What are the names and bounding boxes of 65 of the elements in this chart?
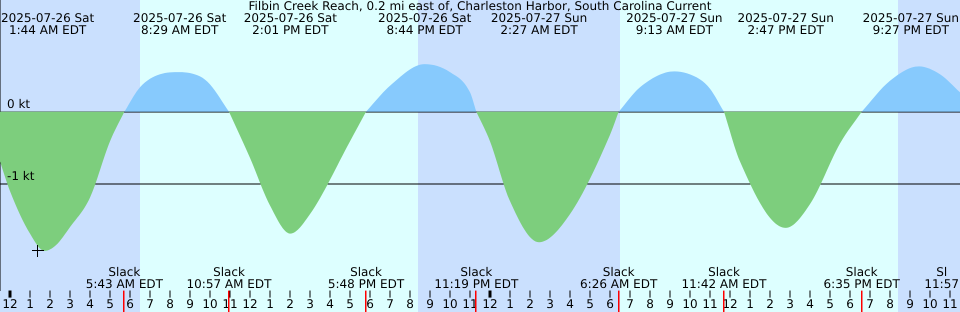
chart-title: Filbin Creek Reach, 0.2 mi east of, Charleston Harbor, South Carolina Current	[248, 0, 712, 14]
x-tick-label: 8	[406, 296, 414, 311]
x-tick-label: 5	[106, 296, 114, 311]
x-tick-label: 3	[546, 296, 554, 311]
x-tick-label: 10	[442, 296, 458, 311]
x-tick-label: 8	[886, 296, 894, 311]
ref-line-label: Slack 6:35 PM EDT	[824, 265, 900, 292]
x-tick-label: 5	[346, 296, 354, 311]
x-tick-label: 4	[806, 296, 814, 311]
ref-line-label: Slack 11:42 AM EDT	[682, 265, 768, 292]
x-tick-label: 6	[846, 296, 854, 311]
x-tick-label: 9	[666, 296, 674, 311]
x-tick-label: 1	[266, 296, 274, 311]
x-tick-label: 7	[146, 296, 154, 311]
x-tick-label: 11	[942, 296, 958, 311]
x-tick-label: 6	[126, 296, 134, 311]
annotation: 2025-07-27 Sun 9:27 PM EDT	[862, 11, 960, 38]
x-tick-label: 3	[786, 296, 794, 311]
x-tick-label: 10	[682, 296, 698, 311]
annotation: 2025-07-26 Sat 8:44 PM EDT	[378, 11, 472, 38]
x-tick-label: 7	[386, 296, 394, 311]
x-tick-label: 2	[286, 296, 294, 311]
x-tick-label: 12	[2, 296, 18, 311]
x-tick-label: 6	[366, 296, 374, 311]
x-tick-label: 2	[526, 296, 534, 311]
x-tick-label: 10	[922, 296, 938, 311]
x-tick-label: 7	[626, 296, 634, 311]
x-tick-label: 2	[766, 296, 774, 311]
x-tick-label: 5	[826, 296, 834, 311]
x-tick-label: 3	[66, 296, 74, 311]
annotation: 2025-07-26 Sat 1:44 AM EDT	[0, 11, 95, 38]
x-tick-label: 3	[306, 296, 314, 311]
annotation: Sl 11:57	[924, 265, 960, 292]
annotation: 2025-07-26 Sat 8:29 AM EDT	[133, 11, 227, 38]
ref-line-label: Slack 5:43 AM EDT	[86, 265, 164, 292]
x-tick-label: 4	[86, 296, 94, 311]
annotation: 2025-07-27 Sun 9:13 AM EDT	[626, 11, 723, 38]
x-tick-label: 12	[242, 296, 258, 311]
x-tick-label: 9	[186, 296, 194, 311]
x-tick-label: 4	[326, 296, 334, 311]
annotation: 2025-07-27 Sun 2:47 PM EDT	[737, 11, 834, 38]
x-tick-label: 9	[426, 296, 434, 311]
x-tick-label: 1	[746, 296, 754, 311]
x-tick-label: 10	[202, 296, 218, 311]
x-tick-label: 1	[506, 296, 514, 311]
y-tick-label: 0 kt	[7, 96, 30, 111]
ref-line-label: Slack 6:26 AM EDT	[580, 265, 658, 292]
ref-line-label: Slack 10:57 AM EDT	[186, 265, 272, 292]
x-tick-label: 6	[606, 296, 614, 311]
x-tick-label: 7	[866, 296, 874, 311]
x-tick-label: 4	[566, 296, 574, 311]
annotation: 2025-07-27 Sun 2:27 AM EDT	[490, 11, 588, 38]
x-tick-label: 12	[722, 296, 738, 311]
x-tick-label: 11	[702, 296, 718, 311]
x-tick-label: 2	[46, 296, 54, 311]
annotation: 2025-07-26 Sat 2:01 PM EDT	[244, 11, 338, 38]
ref-line-label: Slack 11:19 PM EDT	[434, 265, 519, 292]
x-tick-label: 5	[586, 296, 594, 311]
x-tick-label: 8	[646, 296, 654, 311]
y-tick-label: -1 kt	[7, 169, 35, 184]
x-tick-label: 9	[906, 296, 914, 311]
x-tick-label: 8	[166, 296, 174, 311]
ref-line-label: Slack 5:48 PM EDT	[328, 265, 405, 292]
x-tick-label: 1	[26, 296, 34, 311]
x-tick-label: 12	[482, 296, 498, 311]
